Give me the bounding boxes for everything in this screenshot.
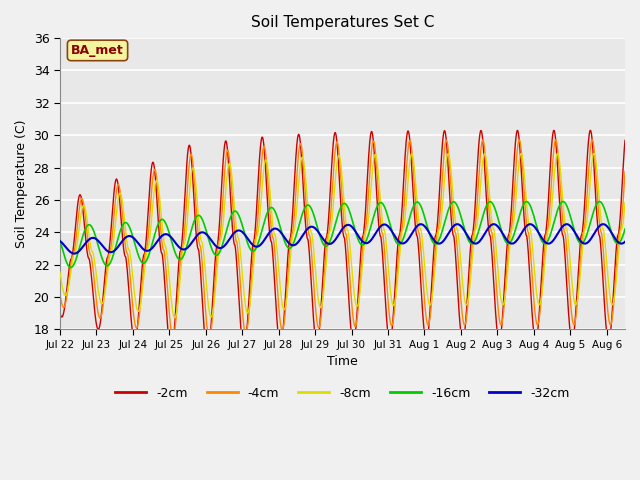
Y-axis label: Soil Temperature (C): Soil Temperature (C) — [15, 120, 28, 248]
Legend: -2cm, -4cm, -8cm, -16cm, -32cm: -2cm, -4cm, -8cm, -16cm, -32cm — [110, 382, 575, 405]
X-axis label: Time: Time — [327, 355, 358, 368]
Text: BA_met: BA_met — [71, 44, 124, 57]
Title: Soil Temperatures Set C: Soil Temperatures Set C — [251, 15, 434, 30]
